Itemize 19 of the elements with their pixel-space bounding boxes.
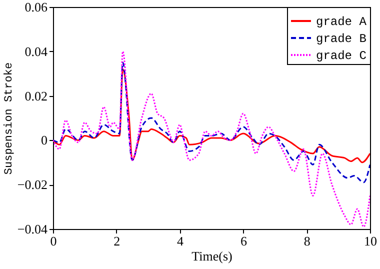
y-tick-label: 0 [41,132,48,148]
legend-label: grade C [316,49,366,63]
legend-label: grade A [316,15,368,29]
y-axis-title: Suspension Stroke [3,62,16,175]
y-tick-label: −0.04 [17,222,48,236]
x-axis-title: Time(s) [192,248,232,264]
x-tick-label: 4 [177,234,184,248]
line-series [53,50,370,228]
x-tick-label: 2 [114,234,120,248]
x-tick-label: 10 [364,234,377,248]
x-tick-label: 6 [240,234,248,248]
y-tick-label: 0.04 [24,44,48,59]
line-series [53,68,370,164]
y-tick-label: −0.02 [17,177,48,192]
line-series [53,62,370,184]
y-tick-label: 0.02 [24,88,48,104]
y-tick-label: 0.06 [24,0,48,14]
x-tick-label: 8 [304,234,310,248]
legend-label: grade B [316,32,366,46]
